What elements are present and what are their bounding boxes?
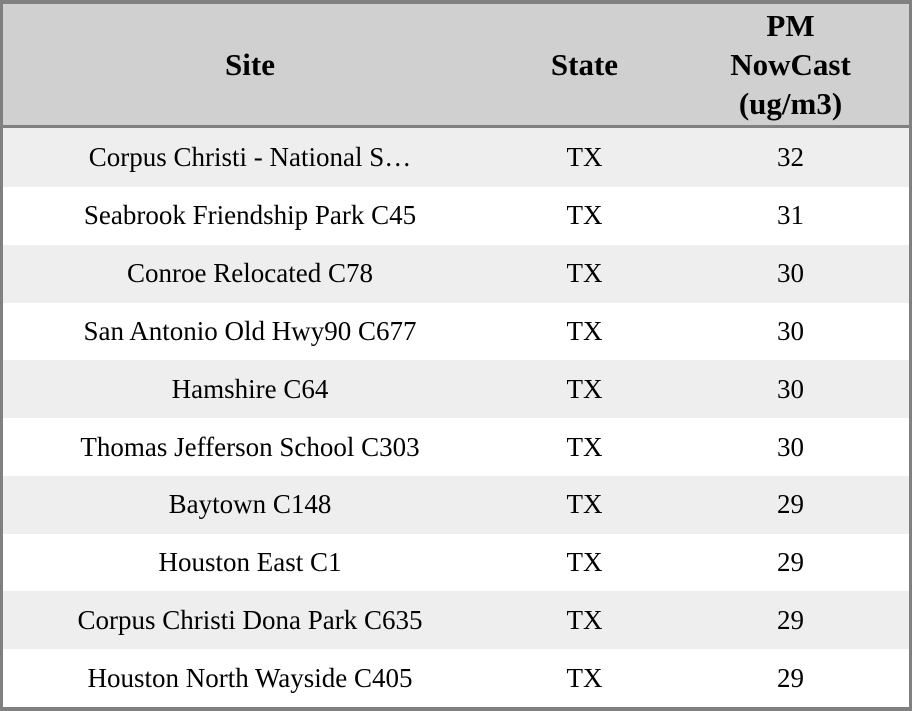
table-row: Corpus Christi Dona Park C635 TX 29: [3, 591, 909, 650]
site-cell: Seabrook Friendship Park C45: [83, 200, 417, 231]
site-cell: Corpus Christi Dona Park C635: [77, 604, 423, 635]
column-header-site: Site: [3, 4, 497, 128]
pm-nowcast-cell: 29: [777, 547, 804, 578]
table-row: Seabrook Friendship Park C45 TX 31: [3, 187, 909, 245]
state-cell: TX: [566, 373, 603, 404]
pm-nowcast-cell: 30: [777, 315, 804, 346]
table-row: San Antonio Old Hwy90 C677 TX 30: [3, 302, 909, 361]
site-cell: San Antonio Old Hwy90 C677: [83, 315, 417, 346]
pm-nowcast-cell: 30: [777, 431, 804, 462]
pm-nowcast-cell: 29: [777, 489, 804, 520]
site-cell: Thomas Jefferson School C303: [80, 431, 420, 462]
state-cell: TX: [566, 315, 603, 346]
table-row: Houston East C1 TX 29: [3, 533, 909, 592]
pm-nowcast-cell: 32: [777, 142, 804, 173]
column-header-pm-nowcast-label: PM NowCast (ug/m3): [730, 7, 851, 122]
state-cell: TX: [566, 431, 603, 462]
table-row: Thomas Jefferson School C303 TX 30: [3, 418, 909, 476]
pm-nowcast-cell: 30: [777, 373, 804, 404]
column-header-state: State: [497, 4, 672, 128]
state-cell: TX: [566, 489, 603, 520]
table-row: Conroe Relocated C78 TX 30: [3, 244, 909, 303]
state-cell: TX: [566, 604, 603, 635]
site-cell: Houston East C1: [158, 547, 342, 578]
pm-nowcast-cell: 30: [777, 258, 804, 289]
site-cell: Corpus Christi - National S…: [88, 142, 412, 173]
site-cell: Conroe Relocated C78: [127, 258, 373, 289]
site-cell: Hamshire C64: [171, 373, 329, 404]
column-header-pm-nowcast: PM NowCast (ug/m3): [672, 4, 909, 128]
pm-nowcast-table: Site State PM NowCast (ug/m3) Corpus Chr…: [3, 4, 909, 707]
state-cell: TX: [566, 142, 603, 173]
table-row: Hamshire C64 TX 30: [3, 360, 909, 419]
state-cell: TX: [566, 547, 603, 578]
table-row: Houston North Wayside C405 TX 29: [3, 649, 909, 707]
table-row: Baytown C148 TX 29: [3, 475, 909, 534]
header-row: Site State PM NowCast (ug/m3): [3, 4, 909, 128]
state-cell: TX: [566, 200, 603, 231]
column-header-state-label: State: [550, 46, 619, 82]
pm-nowcast-cell: 29: [777, 604, 804, 635]
table-body: Corpus Christi - National S… TX 32 Seabr…: [3, 126, 909, 707]
pm-nowcast-cell: 29: [777, 662, 804, 693]
state-cell: TX: [566, 258, 603, 289]
site-cell: Houston North Wayside C405: [87, 662, 413, 693]
site-cell: Baytown C148: [168, 489, 332, 520]
pm-nowcast-cell: 31: [777, 200, 804, 231]
state-cell: TX: [566, 662, 603, 693]
table-row: Corpus Christi - National S… TX 32: [3, 126, 909, 188]
column-header-site-label: Site: [225, 46, 275, 82]
